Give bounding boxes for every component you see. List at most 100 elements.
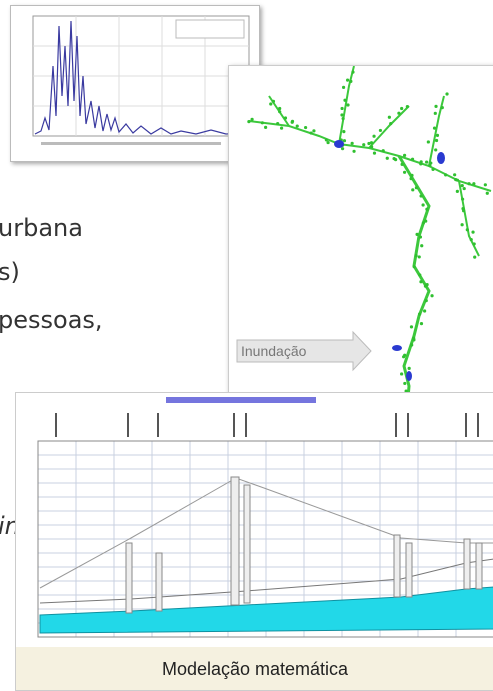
decoration <box>343 139 346 142</box>
decoration <box>456 179 459 182</box>
decoration <box>471 231 474 234</box>
decoration <box>247 120 250 123</box>
decoration <box>406 543 412 597</box>
decoration <box>470 238 473 241</box>
decoration <box>394 535 400 597</box>
decoration <box>466 228 469 231</box>
decoration <box>346 103 349 106</box>
decoration <box>419 194 422 197</box>
decoration <box>435 139 438 142</box>
decoration <box>244 485 250 603</box>
decoration <box>346 78 349 81</box>
decoration <box>296 124 299 127</box>
decoration <box>41 142 221 145</box>
decoration <box>343 99 346 102</box>
decoration <box>392 157 395 160</box>
decoration <box>342 130 345 133</box>
body-text: pessoas, <box>0 306 103 334</box>
decoration <box>278 107 281 110</box>
decoration <box>156 553 162 611</box>
decoration <box>463 187 466 190</box>
decoration <box>342 86 345 89</box>
decoration <box>341 147 344 150</box>
decoration <box>370 145 373 148</box>
decoration <box>445 92 448 95</box>
decoration <box>434 148 437 151</box>
decoration <box>392 345 402 351</box>
map-label: Inundação <box>241 343 307 359</box>
decoration <box>419 280 422 283</box>
decoration <box>462 209 465 212</box>
decoration <box>434 105 437 108</box>
decoration <box>411 188 414 191</box>
decoration <box>402 355 405 358</box>
decoration <box>284 116 287 119</box>
decoration <box>373 152 376 155</box>
decoration <box>176 20 244 38</box>
decoration <box>408 367 411 370</box>
hydrograph-image <box>10 5 260 162</box>
decoration <box>352 150 355 153</box>
decoration <box>372 135 375 138</box>
decoration <box>272 100 275 103</box>
decoration <box>415 233 418 236</box>
decoration <box>461 184 464 187</box>
decoration <box>425 299 428 302</box>
decoration <box>312 129 315 132</box>
decoration <box>251 118 254 121</box>
profile-image: Modelação matemática <box>15 392 493 691</box>
decoration <box>382 149 385 152</box>
decoration <box>280 127 283 130</box>
decoration <box>276 122 279 125</box>
decoration <box>430 294 433 297</box>
decoration <box>418 273 421 276</box>
decoration <box>400 372 403 375</box>
decoration <box>386 157 389 160</box>
decoration <box>278 110 281 113</box>
page: {"text_lines": ["urbana", "s)", "pessoas… <box>0 0 493 689</box>
decoration <box>409 177 412 180</box>
decoration <box>326 141 329 144</box>
decoration <box>444 173 447 176</box>
decoration <box>403 171 406 174</box>
caption: Modelação matemática <box>162 659 349 679</box>
decoration <box>431 168 434 171</box>
decoration <box>41 142 221 145</box>
decoration <box>325 138 328 141</box>
decoration <box>411 158 414 161</box>
decoration <box>428 164 431 167</box>
decoration <box>425 160 428 163</box>
decoration <box>473 256 476 259</box>
decoration <box>461 223 464 226</box>
decoration <box>418 313 421 316</box>
decoration <box>403 382 406 385</box>
decoration <box>340 113 343 116</box>
decoration <box>476 543 482 589</box>
decoration <box>412 337 415 340</box>
decoration <box>231 477 239 605</box>
decoration <box>441 106 444 109</box>
decoration <box>413 265 416 268</box>
decoration <box>415 254 418 257</box>
decoration <box>426 283 429 286</box>
decoration <box>269 102 272 105</box>
decoration <box>334 140 344 148</box>
decoration <box>397 112 400 115</box>
decoration <box>456 190 459 193</box>
decoration <box>484 183 487 186</box>
decoration <box>427 140 430 143</box>
decoration <box>400 107 403 110</box>
decoration <box>342 117 345 120</box>
decoration <box>433 127 436 130</box>
decoration <box>467 182 470 185</box>
decoration <box>472 182 475 185</box>
decoration <box>406 105 409 108</box>
decoration <box>422 221 425 224</box>
decoration <box>264 126 267 129</box>
decoration <box>349 80 352 83</box>
decoration <box>425 208 428 211</box>
body-text: urbana <box>0 214 83 242</box>
decoration <box>419 235 422 238</box>
decoration <box>406 371 412 381</box>
decoration <box>486 192 489 195</box>
